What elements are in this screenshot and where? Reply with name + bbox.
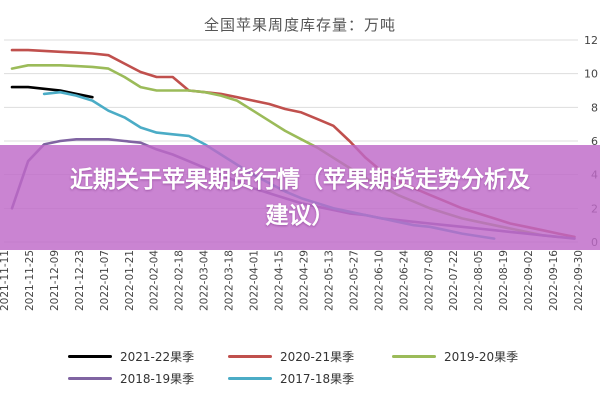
y-tick-label: 6 <box>591 135 598 148</box>
legend-label: 2019-20果季 <box>444 350 519 364</box>
x-tick-label: 2022-06-10 <box>373 250 385 311</box>
x-tick-label: 2022-02-18 <box>174 250 186 311</box>
x-tick-label: 2022-09-30 <box>573 250 585 311</box>
legend-item: 2017-18果季 <box>228 370 354 387</box>
x-tick-label: 2022-04-15 <box>274 250 286 311</box>
x-tick-label: 2022-04-29 <box>298 250 310 311</box>
y-tick-label: 10 <box>584 68 598 81</box>
x-tick-label: 2022-08-05 <box>473 250 485 311</box>
x-tick-label: 2022-02-04 <box>149 250 161 311</box>
chart-title: 全国苹果周度库存量：万吨 <box>203 16 396 34</box>
legend-label: 2017-18果季 <box>280 372 355 386</box>
x-tick-label: 2022-07-22 <box>448 250 460 311</box>
headline-text: 近期关于苹果期货行情（苹果期货走势分析及建议） <box>70 166 530 229</box>
x-tick-label: 2021-12-23 <box>74 250 86 311</box>
x-tick-label: 2022-06-24 <box>398 250 410 311</box>
legend-item: 2021-22果季 <box>68 348 194 365</box>
legend-label: 2018-19果季 <box>120 372 195 386</box>
x-tick-label: 2022-09-16 <box>548 250 560 311</box>
x-tick-label: 2021-12-09 <box>49 250 61 311</box>
legend-label: 2020-21果季 <box>280 350 355 364</box>
chart-legend: 2021-22果季 2020-21果季 2019-20果季 2018-19果季 2017… <box>0 340 600 390</box>
legend-swatch <box>392 355 436 358</box>
legend-swatch <box>68 355 112 358</box>
x-tick-label: 2022-08-19 <box>498 250 510 311</box>
x-tick-label: 2022-03-04 <box>199 250 211 311</box>
x-tick-label: 2022-01-21 <box>124 250 136 311</box>
x-tick-label: 2022-07-08 <box>423 250 435 311</box>
x-tick-label: 2021-11-11 <box>0 250 11 311</box>
legend-swatch <box>228 355 272 358</box>
series-line-0 <box>10 85 94 99</box>
y-tick-label: 12 <box>584 34 598 47</box>
legend-swatch <box>68 377 112 380</box>
x-tick-label: 2022-04-01 <box>249 250 261 311</box>
legend-label: 2021-22果季 <box>120 350 195 364</box>
x-tick-labels: 2021-11-11 2021-11-25 2021-12-09 2021-12-23… <box>0 250 585 311</box>
x-tick-label: 2022-03-18 <box>224 250 236 311</box>
x-tick-label: 2022-05-27 <box>348 250 360 311</box>
legend-item: 2018-19果季 <box>68 370 194 387</box>
legend-item: 2019-20果季 <box>392 348 518 365</box>
headline-banner: 近期关于苹果期货行情（苹果期货走势分析及建议） <box>0 145 600 250</box>
x-tick-label: 2022-09-02 <box>523 250 535 311</box>
x-tick-label: 2021-11-25 <box>24 250 36 311</box>
legend-item: 2020-21果季 <box>228 348 354 365</box>
x-tick-label: 2022-05-13 <box>323 250 335 311</box>
x-tick-label: 2022-01-07 <box>99 250 111 311</box>
y-tick-label: 8 <box>591 101 598 114</box>
legend-swatch <box>228 377 272 380</box>
